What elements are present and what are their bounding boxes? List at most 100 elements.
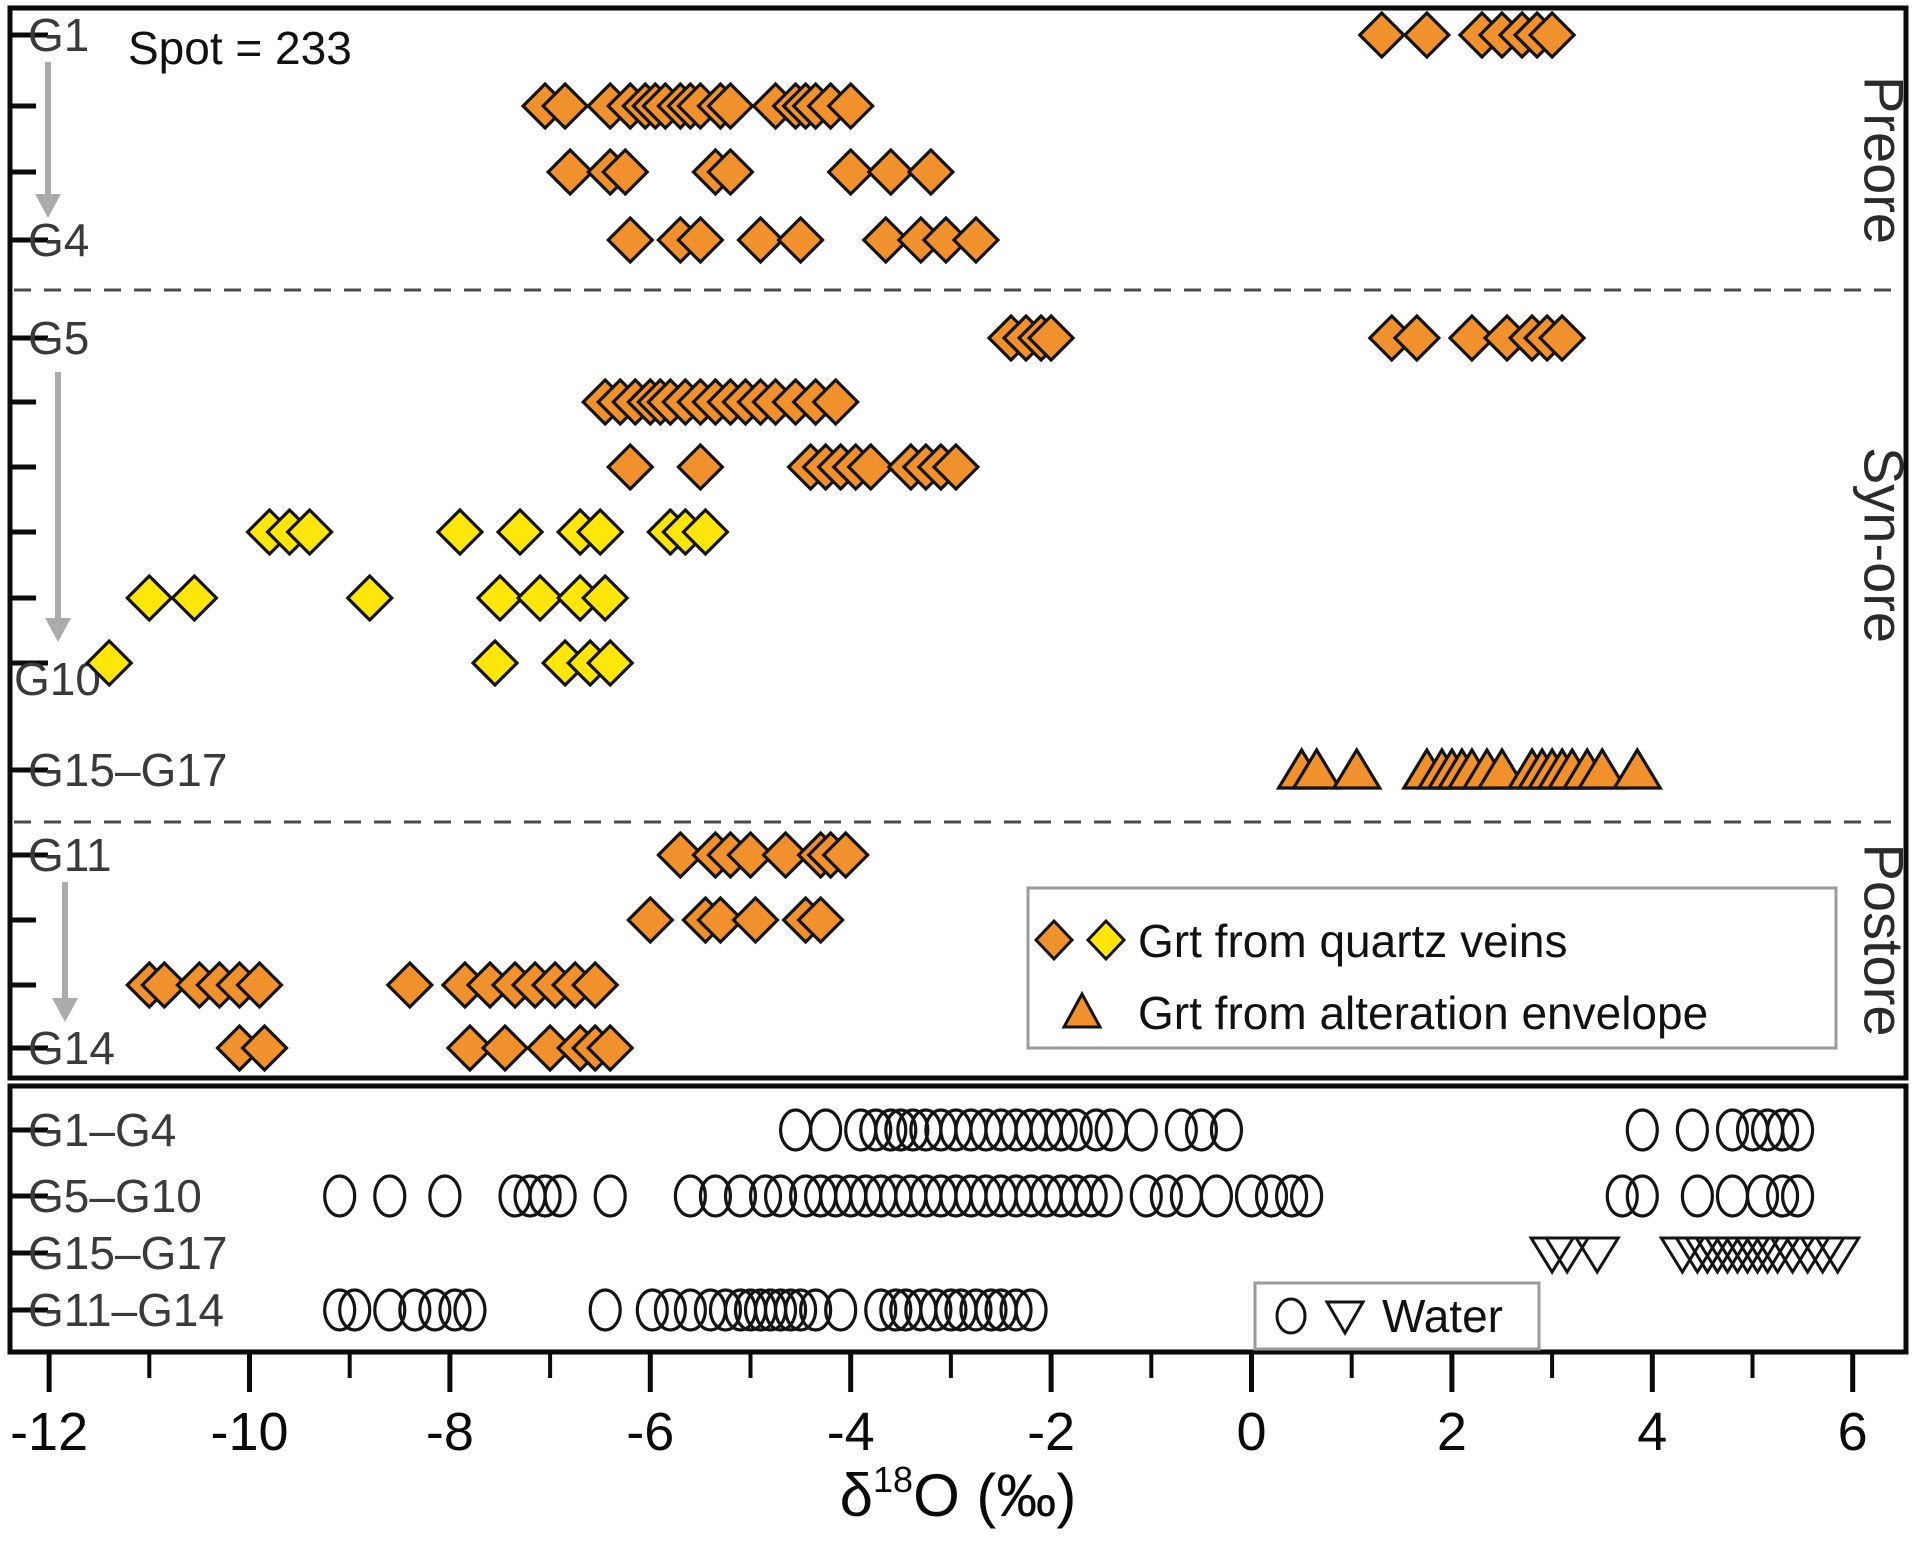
water-circle-point xyxy=(323,1174,357,1218)
garnet-diamond-point xyxy=(345,573,395,623)
garnet-triangle-point xyxy=(1576,746,1629,790)
garnet-diamond-point xyxy=(1447,313,1497,363)
garnet-diamond-point xyxy=(906,147,956,197)
water-circle-point xyxy=(593,1174,627,1218)
garnet-diamond-point xyxy=(605,215,655,265)
garnet-diamond-point xyxy=(605,442,655,492)
stage-label: Syn-ore xyxy=(1853,447,1916,643)
garnet-diamond-point xyxy=(170,573,219,623)
legend-label-alteration-envelope: Grt from alteration envelope xyxy=(1138,987,1708,1039)
axis-title-superscript: 18 xyxy=(873,1459,913,1500)
water-circle-point xyxy=(453,1288,487,1332)
data-markers xyxy=(84,10,1862,1332)
open-down-triangle-legend-icon xyxy=(1324,1300,1366,1336)
garnet-diamond-point xyxy=(235,960,284,1010)
garnet-diamond-point xyxy=(515,573,565,623)
water-circle-point xyxy=(874,1108,908,1152)
legend-label-quartz-veins: Grt from quartz veins xyxy=(1138,915,1567,967)
water-circle-point xyxy=(809,1108,843,1152)
water-circle-point xyxy=(653,1288,687,1332)
garnet-diamond-point xyxy=(445,1023,495,1073)
water-circle-point xyxy=(1680,1174,1714,1218)
water-circle-point xyxy=(398,1288,432,1332)
stage-divider-lines xyxy=(14,288,1902,824)
garnet-diamond-point xyxy=(1402,10,1452,60)
water-circle-point xyxy=(1169,1174,1203,1218)
garnet-diamond-point xyxy=(866,147,916,197)
arrow-head-icon xyxy=(35,194,61,218)
water-circle-point xyxy=(1625,1108,1659,1152)
water-circle-point xyxy=(698,1174,733,1218)
water-circle-point xyxy=(418,1288,452,1332)
water-circle-point xyxy=(919,1288,953,1332)
water-circle-point xyxy=(428,1174,462,1218)
water-circle-point xyxy=(974,1288,1008,1332)
water-circle-point xyxy=(879,1288,913,1332)
axis-title-rest: O (‰) xyxy=(913,1462,1076,1529)
water-circle-point xyxy=(1675,1108,1709,1152)
row-ticks xyxy=(12,32,48,1313)
water-triangle-point xyxy=(1783,1236,1832,1275)
garnet-diamond-point xyxy=(495,507,545,557)
garnet-diamond-point xyxy=(821,830,870,880)
row-labels: G1G4G5G10G15–G17G11G14G1–G4G5–G10G15–G17… xyxy=(14,9,227,1336)
garnet-diamond-point xyxy=(385,960,435,1010)
garnet-diamond-point xyxy=(480,1023,530,1073)
garnet-diamond-point xyxy=(600,147,650,197)
sample-sequence-arrows xyxy=(35,62,78,1022)
water-circle-point xyxy=(884,1108,918,1152)
x-tick-label: 0 xyxy=(1236,1402,1266,1462)
garnet-diamond-point xyxy=(776,215,825,265)
open-circle-legend-icon xyxy=(1275,1297,1307,1335)
water-triangle-point xyxy=(1543,1236,1591,1275)
x-tick-label: 6 xyxy=(1838,1402,1868,1462)
water-circle-point xyxy=(673,1288,707,1332)
water-circle-point xyxy=(778,1108,813,1152)
garnet-diamond-point xyxy=(676,442,725,492)
stage-label: Preore xyxy=(1853,76,1916,244)
garnet-diamond-point xyxy=(475,573,525,623)
garnet-diamond-point xyxy=(846,442,896,492)
spot-count-annotation: Spot = 233 xyxy=(128,22,352,74)
water-circle-point xyxy=(588,1288,622,1332)
row-label: G14 xyxy=(28,1022,115,1074)
garnet-diamond-point xyxy=(796,895,845,945)
axis-title-delta: δ xyxy=(840,1462,873,1529)
row-label: G11 xyxy=(28,829,112,881)
water-circle-point xyxy=(1079,1108,1113,1152)
water-circle-point xyxy=(999,1288,1033,1332)
garnet-diamond-point xyxy=(240,1023,289,1073)
water-circle-point xyxy=(773,1288,808,1332)
x-tick-label: -4 xyxy=(827,1402,875,1462)
water-circle-point xyxy=(1715,1174,1750,1218)
garnet-panel-border xyxy=(7,5,1909,1081)
garnet-diamond-point xyxy=(580,573,630,623)
water-circle-point xyxy=(1184,1108,1219,1152)
water-circle-point xyxy=(783,1288,818,1332)
water-circle-point xyxy=(373,1174,407,1218)
garnet-diamond-point xyxy=(951,215,1001,265)
water-circle-point xyxy=(1059,1108,1093,1152)
water-circle-point xyxy=(673,1174,707,1218)
water-circle-point xyxy=(1124,1108,1158,1152)
water-circle-point xyxy=(1745,1174,1780,1218)
water-circle-point xyxy=(959,1288,993,1332)
water-circle-point xyxy=(708,1288,743,1332)
x-tick-label: 2 xyxy=(1437,1402,1467,1462)
garnet-diamond-point xyxy=(575,507,625,557)
water-circle-point xyxy=(1254,1174,1289,1218)
water-circle-point xyxy=(1089,1174,1123,1218)
garnet-diamond-point xyxy=(435,507,485,557)
garnet-triangle-point xyxy=(1290,746,1343,790)
garnet-diamond-point xyxy=(811,377,860,427)
water-circle-point xyxy=(763,1174,798,1218)
x-axis-title: δ18O (‰) xyxy=(840,1459,1077,1529)
water-circle-point xyxy=(1044,1108,1078,1152)
row-label: G1–G4 xyxy=(28,1104,176,1156)
garnet-diamond-point xyxy=(585,638,635,688)
x-axis: -12 -10 -8 -6 -4 -2 0 2 4 6 xyxy=(10,1352,1868,1462)
garnet-diamond-point xyxy=(140,960,189,1010)
garnet-diamond-point xyxy=(626,895,675,945)
